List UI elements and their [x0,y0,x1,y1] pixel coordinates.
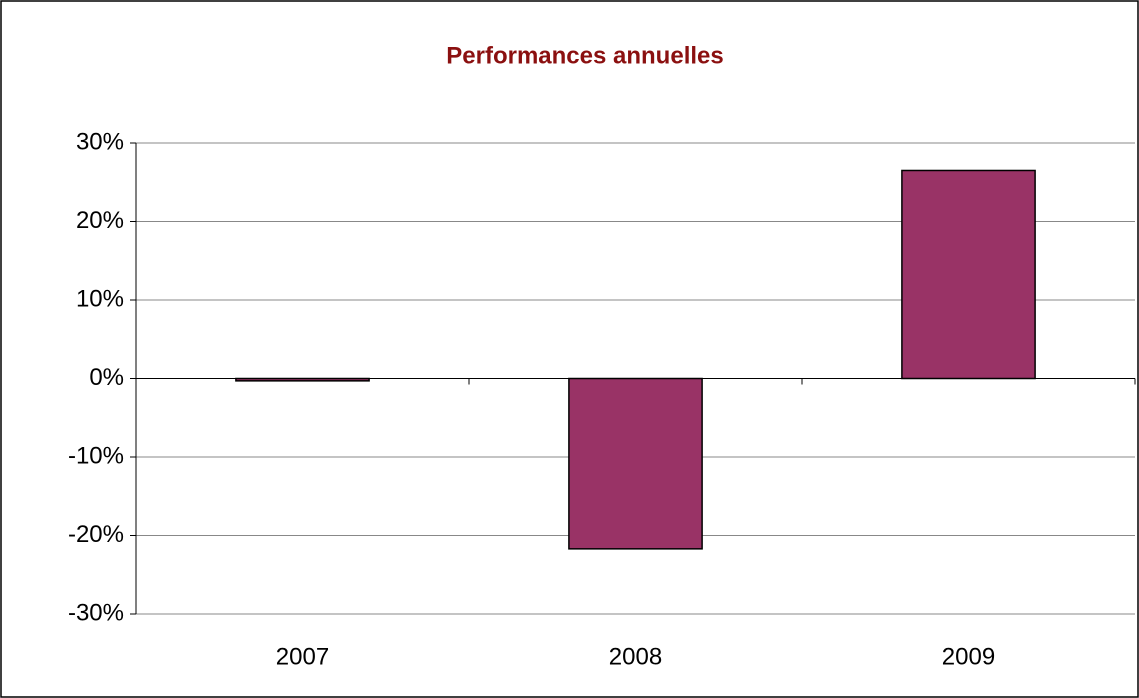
x-tick-label: 2008 [609,643,662,670]
y-tick-label: 0% [89,364,124,391]
chart-title: Performances annuelles [446,42,723,69]
bar [568,377,703,550]
y-tick-label: 10% [76,285,124,312]
y-tick-label: -10% [68,442,124,469]
x-tick-label: 2007 [276,643,329,670]
y-tick-label: 20% [76,207,124,234]
x-tick-label: 2009 [942,643,995,670]
y-tick-label: 30% [76,128,124,155]
y-tick-label: -20% [68,521,124,548]
bar [901,169,1036,380]
bar [235,377,370,382]
y-tick-label: -30% [68,599,124,626]
